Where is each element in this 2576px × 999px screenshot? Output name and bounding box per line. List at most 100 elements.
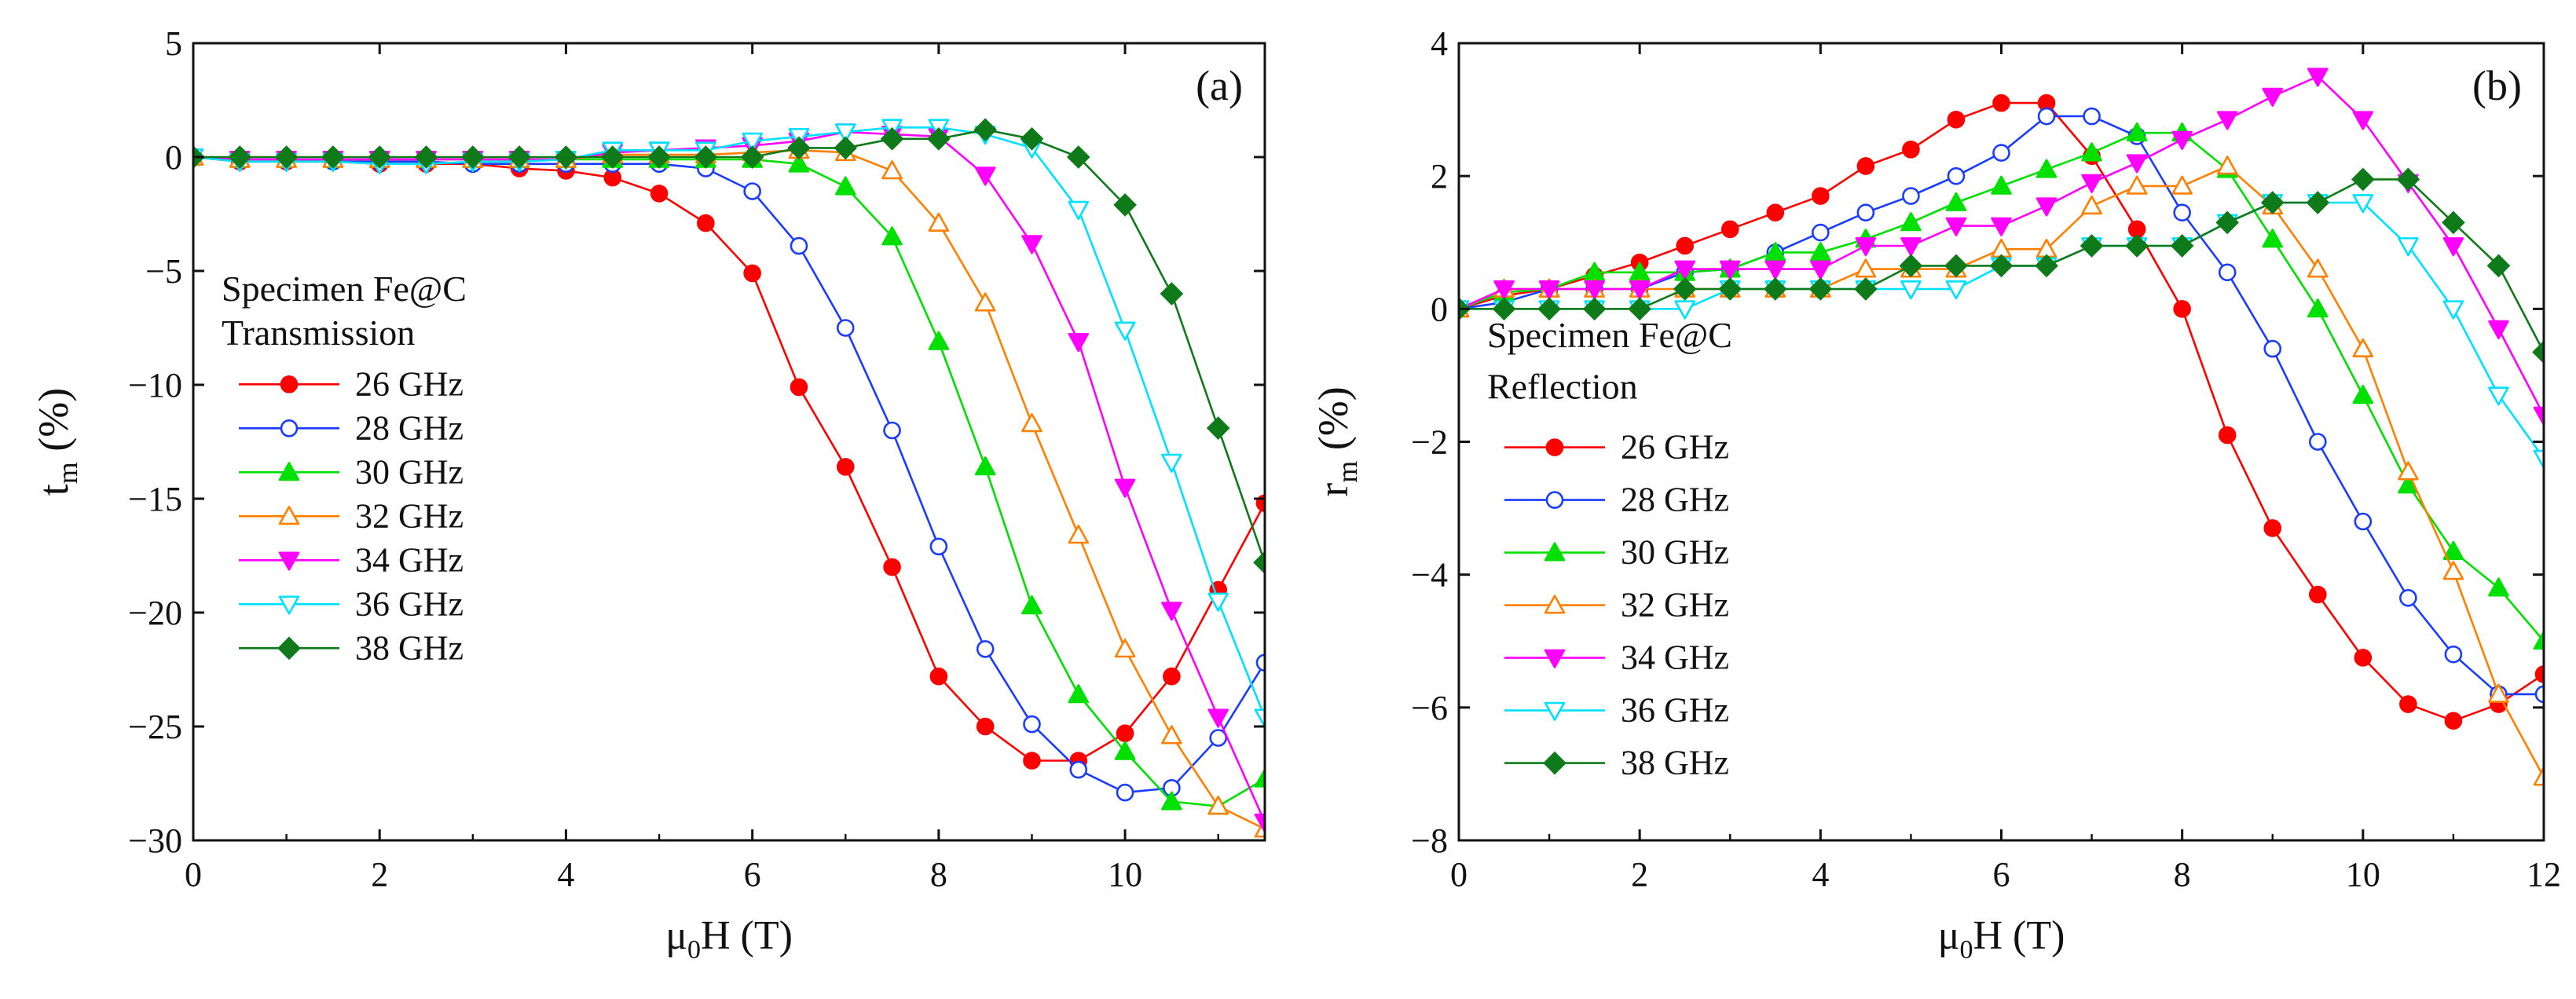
data-point [1161, 602, 1182, 621]
data-point [1989, 254, 2014, 278]
data-point [2126, 175, 2148, 195]
legend-item: 30 GHz [239, 452, 464, 491]
legend-swatch-marker [1544, 542, 1566, 562]
data-point [790, 236, 808, 255]
data-point [2533, 406, 2544, 426]
y-axis-title-sub: m [1332, 461, 1363, 483]
y-tick-label: −4 [1411, 556, 1448, 595]
data-point [740, 145, 764, 169]
data-point [1855, 258, 1877, 278]
x-tick-label: 0 [1450, 855, 1468, 894]
data-point [1992, 93, 2010, 112]
data-point [2488, 577, 2509, 597]
data-point [2262, 87, 2284, 107]
x-axis-title: μ0H (T) [1938, 913, 2065, 964]
data-point [1676, 236, 1695, 255]
data-point [2125, 234, 2149, 258]
data-point [1114, 478, 1136, 498]
legend-title: Specimen Fe@C [1487, 315, 1732, 355]
series-34-ghz [193, 123, 1265, 833]
data-point [928, 331, 950, 350]
legend-label: 34 GHz [355, 540, 464, 579]
legend-label: 32 GHz [355, 496, 464, 535]
y-axis-title: rm (%) [1310, 386, 1363, 496]
data-point [927, 126, 951, 151]
data-point [2218, 426, 2237, 445]
data-point [1855, 237, 1877, 257]
data-point [2398, 237, 2419, 257]
legend-item: 28 GHz [1504, 481, 1729, 519]
x-axis-title-sub: 0 [687, 935, 701, 964]
data-point [1812, 187, 1830, 205]
data-point [2534, 685, 2544, 704]
data-point [1161, 453, 1182, 473]
legend-label: 28 GHz [355, 408, 464, 447]
x-tick-label: 2 [1631, 855, 1648, 894]
y-tick-label: −15 [128, 480, 182, 518]
data-point [2307, 68, 2329, 87]
data-point [883, 558, 901, 576]
data-point [1068, 200, 1090, 221]
data-point [2396, 167, 2420, 192]
legend-swatch-marker [1544, 649, 1566, 668]
data-point [1945, 217, 1967, 236]
data-point [1069, 760, 1088, 779]
data-point [1207, 708, 1229, 728]
series-32-ghz [1459, 156, 2544, 786]
data-point [1114, 321, 1136, 341]
data-point [2216, 111, 2238, 130]
x-tick-label: 6 [744, 855, 761, 894]
data-point [1066, 145, 1090, 169]
y-tick-label: 0 [165, 138, 182, 177]
plot-area [1459, 68, 2544, 786]
data-point [1255, 653, 1265, 672]
data-point [1114, 639, 1136, 658]
data-point [554, 145, 578, 169]
data-point [883, 421, 901, 440]
y-tick-label: 0 [1431, 290, 1448, 328]
series-26-ghz [193, 148, 1265, 770]
data-point [600, 145, 625, 169]
data-point [1902, 141, 1920, 159]
data-point [2351, 167, 2375, 192]
data-point [1253, 551, 1265, 575]
data-point [2307, 258, 2329, 278]
data-point [2263, 339, 2282, 358]
data-point [2081, 195, 2102, 215]
data-point [928, 212, 950, 232]
data-point [650, 185, 669, 203]
data-point [1582, 297, 1607, 321]
data-point [1673, 277, 1697, 301]
data-point [2036, 197, 2058, 217]
data-point [1766, 203, 1785, 221]
data-point [1021, 412, 1042, 433]
data-point [2444, 712, 2463, 730]
data-point [368, 145, 392, 169]
legend-swatch-marker [278, 595, 300, 615]
y-axis-title-rest: (%) [30, 388, 77, 462]
y-tick-label: −25 [128, 708, 182, 746]
legend-item: 38 GHz [239, 628, 464, 667]
y-tick-label: 2 [1431, 157, 1448, 196]
data-point [2171, 175, 2193, 195]
data-point [2260, 191, 2285, 214]
data-point [1900, 237, 1922, 257]
data-point [2354, 512, 2373, 531]
legend-label: 26 GHz [1621, 428, 1729, 467]
data-point [2173, 300, 2191, 318]
data-point [2081, 174, 2102, 193]
data-point [1810, 242, 1831, 262]
data-point [1810, 260, 1831, 280]
y-tick-label: 5 [165, 24, 182, 63]
panel-label: (b) [2472, 62, 2522, 109]
x-tick-label: 8 [2174, 855, 2191, 894]
data-point [2036, 159, 2058, 178]
data-point [2308, 433, 2327, 451]
data-point [2218, 263, 2237, 282]
x-axis-title-sub: 0 [1959, 935, 1973, 964]
data-point [1163, 667, 1181, 686]
y-axis-title-sub: m [52, 462, 83, 484]
data-point [976, 640, 995, 658]
data-point [1947, 110, 1966, 129]
data-point [2442, 561, 2464, 580]
